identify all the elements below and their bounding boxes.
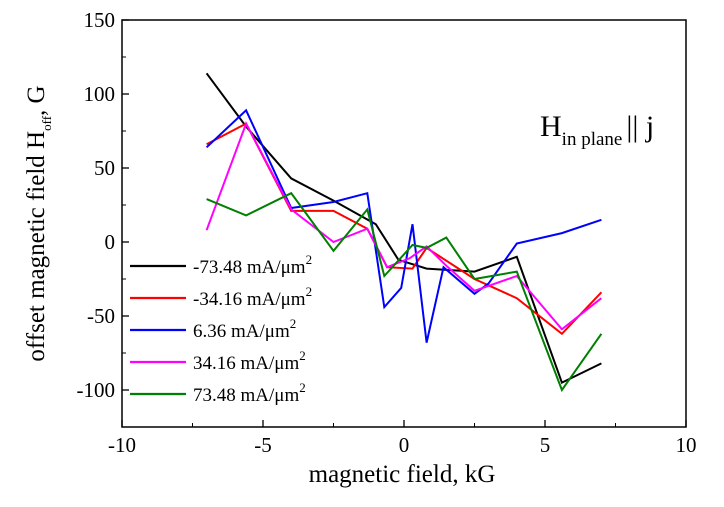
y-tick-label: 150 [84, 8, 116, 32]
svg-text:offset magnetic field Hoff, G: offset magnetic field Hoff, G [23, 85, 54, 361]
legend-label-sup: 2 [299, 348, 306, 363]
annotation-suffix: || j [626, 110, 654, 143]
y-tick-label: 100 [84, 82, 116, 106]
legend-label: -34.16 mA/μm [193, 289, 306, 310]
annotation-main: H [540, 110, 562, 143]
y-tick-label: -50 [87, 304, 115, 328]
series-line-5 [206, 191, 603, 393]
x-tick-label: -10 [108, 433, 136, 457]
legend-label: 34.16 mA/μm [193, 353, 299, 374]
y-axis-title-suffix: , G [23, 85, 50, 116]
y-tick-label: 0 [105, 230, 116, 254]
x-tick-label: 0 [399, 433, 410, 457]
y-axis-title: offset magnetic field Hoff, G [23, 85, 54, 361]
y-tick-label: 50 [94, 156, 115, 180]
legend-entry: 34.16 mA/μm2 [193, 348, 306, 374]
legend-entry: 73.48 mA/μm2 [193, 380, 306, 406]
legend-label-sup: 2 [306, 252, 313, 267]
y-tick-label: -100 [77, 378, 116, 402]
legend-label-sup: 2 [299, 380, 306, 395]
y-axis-title-main: offset magnetic field H [23, 131, 50, 362]
legend-entry: 6.36 mA/μm2 [193, 316, 296, 342]
y-axis-title-sub: off [39, 115, 54, 131]
annotation-sub: in plane [562, 129, 623, 150]
x-tick-label: 10 [676, 433, 697, 457]
series-line-3 [205, 108, 602, 343]
x-axis-title: magnetic field, kG [309, 461, 496, 488]
legend-entry: -34.16 mA/μm2 [193, 284, 312, 310]
legend-entry: -73.48 mA/μm2 [193, 252, 312, 278]
x-tick-label: -5 [254, 433, 272, 457]
field-orientation-annotation: Hin plane || j [540, 110, 654, 150]
legend-label-sup: 2 [290, 316, 297, 331]
legend-label: 6.36 mA/μm [193, 321, 290, 342]
series-line-4 [205, 121, 603, 331]
legend-label: 73.48 mA/μm [193, 385, 299, 406]
legend-label: -73.48 mA/μm [193, 257, 306, 278]
x-tick-label: 5 [540, 433, 551, 457]
series-lines [205, 72, 603, 393]
legend-label-sup: 2 [306, 284, 313, 299]
